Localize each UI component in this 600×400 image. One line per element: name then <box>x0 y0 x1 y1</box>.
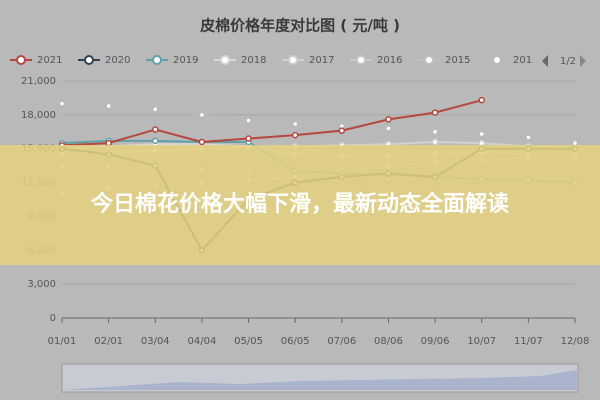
legend-symbol <box>288 55 298 65</box>
y-tick-label: 21,000 <box>21 76 56 87</box>
point <box>478 130 485 138</box>
x-tick-label: 11/07 <box>514 336 543 347</box>
legend-symbol <box>356 55 366 65</box>
banner: 今日棉花价格大幅下滑，最新动态全面解读 <box>0 145 600 265</box>
legend-label: 201 <box>513 55 532 66</box>
legend-label: 2019 <box>173 55 198 66</box>
point <box>152 126 159 133</box>
x-tick-label: 06/05 <box>281 336 310 347</box>
chart-title: 皮棉价格年度对比图 ( 元/吨 ) <box>200 17 400 35</box>
x-tick-label: 10/07 <box>467 336 496 347</box>
point <box>525 134 532 141</box>
point <box>291 120 299 128</box>
point <box>245 117 252 124</box>
legend-label: 2021 <box>37 55 62 66</box>
legend-label: 2017 <box>309 55 334 66</box>
legend-label: 2020 <box>105 55 130 66</box>
x-tick-label: 07/06 <box>327 336 356 347</box>
x-tick-label: 01/01 <box>48 336 77 347</box>
legend-symbol <box>84 55 94 65</box>
legend-symbol <box>152 55 162 65</box>
x-tick-label: 04/04 <box>187 336 216 347</box>
legend-page: 1/2 <box>560 56 576 67</box>
legend-next[interactable] <box>580 55 586 67</box>
point <box>385 116 392 123</box>
data-zoom-preview <box>62 370 578 390</box>
point <box>431 109 439 116</box>
point <box>431 128 439 136</box>
legend-symbol <box>492 55 502 65</box>
point <box>198 111 206 119</box>
legend-symbol <box>16 55 26 65</box>
series-line <box>61 99 482 147</box>
legend-label: 2015 <box>445 55 470 66</box>
legend-symbol <box>424 55 434 65</box>
x-tick-label: 09/06 <box>421 336 450 347</box>
banner-text: 今日棉花价格大幅下滑，最新动态全面解读 <box>90 192 509 217</box>
point <box>478 96 485 104</box>
y-tick-label: 3,000 <box>27 279 56 290</box>
x-tick-label: 08/06 <box>374 336 403 347</box>
point <box>245 135 252 142</box>
x-tick-label: 12/08 <box>561 336 590 347</box>
point <box>152 137 159 145</box>
y-tick-label: 18,000 <box>21 110 56 121</box>
x-tick-label: 03/04 <box>141 336 170 347</box>
point <box>105 102 112 110</box>
point <box>431 138 439 146</box>
x-tick-label: 05/05 <box>234 336 263 347</box>
legend-label: 2018 <box>241 55 266 66</box>
legend-prev[interactable] <box>542 55 548 67</box>
point <box>338 127 346 134</box>
legend-label: 2016 <box>377 55 402 66</box>
legend-symbol <box>220 55 230 65</box>
y-tick-label: 0 <box>50 313 56 324</box>
point <box>385 125 392 132</box>
x-tick-label: 02/01 <box>94 336 123 347</box>
point <box>152 105 159 113</box>
point <box>198 138 206 146</box>
point <box>291 131 299 139</box>
series-line <box>61 102 576 145</box>
point <box>58 100 66 107</box>
